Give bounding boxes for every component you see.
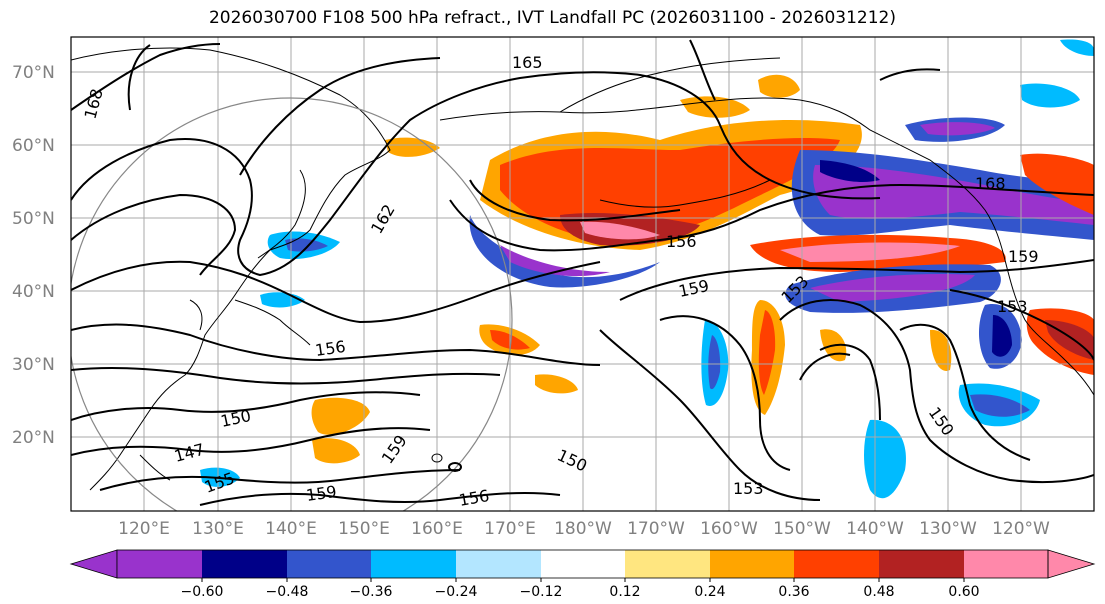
- colorbar-cell: [117, 550, 202, 578]
- lon-label: 130°E: [192, 519, 244, 539]
- lon-label: 160°E: [411, 519, 463, 539]
- lon-label: 120°E: [118, 519, 170, 539]
- colorbar-cell: [625, 550, 710, 578]
- lon-label: 150°E: [338, 519, 390, 539]
- colorbar-tick-label: 0.24: [694, 584, 725, 600]
- height-contours: [71, 39, 1094, 506]
- lon-label: 180°W: [554, 519, 612, 539]
- colorbar-cell: [541, 550, 625, 578]
- colorbar-ticks: −0.60 −0.48 −0.36 −0.24 −0.12 0.12 0.24 …: [181, 578, 980, 600]
- closed-contour: [431, 453, 443, 463]
- contour-label: 165: [512, 53, 543, 72]
- longitude-labels: 120°E 130°E 140°E 150°E 160°E 170°E 180°…: [118, 519, 1050, 539]
- colorbar-tick-label: −0.60: [181, 584, 224, 600]
- lon-label: 140°E: [265, 519, 317, 539]
- colorbar-extend-min: [69, 549, 118, 579]
- contour-label: 153: [733, 479, 764, 498]
- lat-label: 60°N: [12, 136, 55, 156]
- latitude-labels: 70°N 60°N 50°N 40°N 30°N 20°N: [12, 63, 55, 448]
- colorbar-tick-label: 0.48: [863, 584, 894, 600]
- colorbar-tick-label: 0.36: [778, 584, 809, 600]
- lon-label: 150°W: [773, 519, 831, 539]
- contour-label: 153: [997, 297, 1028, 316]
- colorbar-cells: [117, 550, 1048, 578]
- contour-label: 156: [666, 232, 697, 251]
- colorbar-tick-label: 0.60: [948, 584, 979, 600]
- contour-label: 156: [314, 337, 347, 360]
- closed-contour: [448, 462, 462, 472]
- colorbar-extend-max: [1047, 549, 1096, 579]
- colorbar-cell: [879, 550, 964, 578]
- lat-label: 70°N: [12, 63, 55, 83]
- colorbar-cell: [371, 550, 456, 578]
- colorbar-cell: [287, 550, 371, 578]
- map-frame: [70, 36, 1095, 512]
- lon-label: 160°W: [700, 519, 758, 539]
- lat-label: 20°N: [12, 428, 55, 448]
- colorbar-tick-label: −0.24: [435, 584, 478, 600]
- lon-label: 140°W: [846, 519, 904, 539]
- shaded-field: [200, 39, 1094, 499]
- contour-label: 168: [975, 174, 1006, 193]
- lat-label: 30°N: [12, 355, 55, 375]
- colorbar-cell: [456, 550, 541, 578]
- lon-label: 170°W: [627, 519, 685, 539]
- contour-label: 159: [305, 482, 338, 505]
- colorbar-tick-label: −0.12: [520, 584, 563, 600]
- distance-circle: [71, 97, 513, 511]
- colorbar-cell: [794, 550, 879, 578]
- map-panel: [71, 37, 1094, 511]
- lat-label: 40°N: [12, 282, 55, 302]
- coastlines: [71, 47, 1094, 491]
- colorbar-tick-label: −0.48: [266, 584, 309, 600]
- colorbar-frame: [116, 549, 1049, 579]
- colorbar-tick-label: 0.12: [609, 584, 640, 600]
- colorbar-cell: [710, 550, 794, 578]
- lon-label: 130°W: [919, 519, 977, 539]
- lon-label: 170°E: [484, 519, 536, 539]
- colorbar-cell: [202, 550, 287, 578]
- colorbar-tick-label: −0.36: [350, 584, 393, 600]
- map-title: 2026030700 F108 500 hPa refract., IVT La…: [208, 8, 896, 28]
- lon-label: 120°W: [992, 519, 1050, 539]
- lat-label: 50°N: [12, 209, 55, 229]
- colorbar-cell: [964, 550, 1048, 578]
- contour-label: 159: [1008, 247, 1039, 266]
- colorbar: −0.60 −0.48 −0.36 −0.24 −0.12 0.12 0.24 …: [69, 549, 1096, 600]
